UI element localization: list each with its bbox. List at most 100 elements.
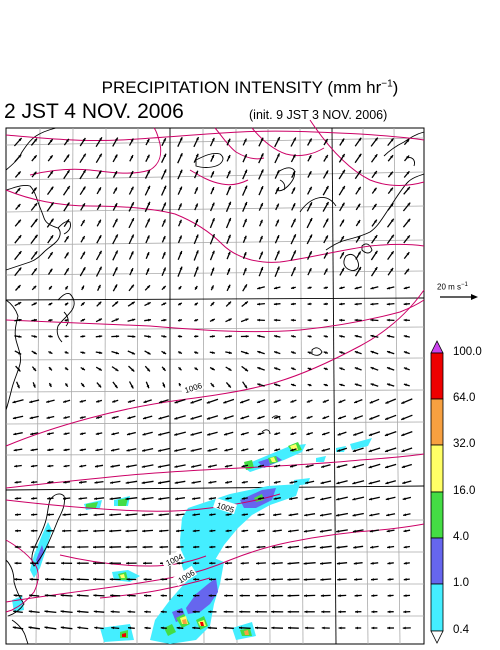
wind-arrow-head [336, 546, 340, 549]
wind-arrow-head [336, 497, 340, 501]
wind-arrow-head [126, 561, 130, 565]
wind-arrow-head [271, 626, 275, 630]
wind-arrow-head [66, 138, 69, 143]
wind-arrow-head [293, 218, 296, 222]
wind-arrow-head [304, 626, 308, 630]
wind-arrow-head [18, 267, 22, 271]
wind-arrow-head [370, 350, 374, 354]
wind-arrow-head [211, 302, 215, 306]
wind-arrow-head [354, 318, 358, 322]
wind-arrow-head [82, 186, 86, 190]
wind-arrow-head [223, 610, 227, 614]
wind-arrow-head [175, 513, 179, 517]
wind-arrow-head [77, 626, 81, 630]
wind-arrow-head [81, 383, 85, 387]
wind-arrow-head [369, 400, 373, 404]
wind-arrow-head [390, 187, 393, 191]
wind-arrow-head [63, 497, 66, 500]
wind-arrow-head [243, 252, 247, 256]
wind-arrow-head [60, 610, 64, 613]
wind-arrow-head [291, 335, 295, 338]
wind-arrow-head [307, 367, 311, 371]
wind-arrow-head [353, 416, 357, 420]
wind-arrow-head [179, 219, 182, 223]
wind-arrow-head [49, 302, 53, 306]
wind-arrow-head [374, 235, 378, 239]
wind-arrow-head [309, 202, 312, 206]
wind-arrow-head [50, 171, 53, 175]
wind-arrow-head [179, 266, 183, 270]
wind-arrow-head [257, 286, 261, 290]
wind-arrow-head [323, 383, 327, 387]
wind-arrow-head [401, 433, 405, 436]
wind-arrow-head [240, 432, 245, 436]
wind-arrow-head [14, 545, 18, 549]
wind-arrow-head [257, 367, 261, 370]
wind-arrow-head [277, 137, 280, 141]
colorbar-label: 100.0 [453, 346, 482, 358]
wind-arrow-head [83, 169, 86, 173]
wind-arrow-head [211, 202, 215, 206]
wind-arrow-head [244, 385, 247, 389]
wind-arrow-head [304, 594, 307, 598]
wind-arrow-head [179, 169, 183, 173]
wind-arrow-head [260, 219, 263, 223]
wind-arrow-head [370, 302, 374, 306]
wind-arrow-head [93, 561, 96, 565]
wind-arrow-head [158, 416, 162, 420]
wind-arrow-head [65, 335, 69, 338]
wind-arrow-head [303, 529, 307, 533]
wind-arrow-head [258, 464, 262, 468]
wind-arrow-head [163, 185, 167, 189]
wind-arrow-head [211, 137, 215, 142]
wind-arrow-head [260, 267, 264, 271]
wind-arrow-head [228, 186, 231, 190]
colorbar-label: 1.0 [453, 577, 469, 589]
wind-arrow-head [162, 252, 166, 256]
wind-arrow-head [130, 155, 133, 159]
wind-arrow-head [45, 561, 49, 565]
wind-arrow-head [111, 432, 115, 436]
wind-arrow-head [305, 481, 309, 484]
wind-arrow-head [211, 250, 215, 254]
wind-arrow-head [241, 497, 245, 500]
wind-arrow-head [374, 267, 378, 271]
wind-arrow-head [271, 610, 275, 614]
wind-arrow-head [160, 561, 163, 565]
wind-arrow-head [30, 561, 33, 565]
wind-arrow-head [341, 202, 345, 206]
wind-arrow-head [146, 385, 150, 389]
wind-arrow-head [131, 202, 134, 206]
wind-arrow-head [81, 302, 85, 306]
wind-arrow-head [209, 513, 213, 516]
wind-arrow-head [337, 449, 341, 452]
wind-arrow-head [63, 464, 67, 468]
wind-arrow-head [274, 448, 278, 452]
wind-arrow-head [320, 513, 324, 517]
wind-arrow-head [403, 610, 407, 614]
wind-arrow-head [368, 433, 373, 436]
wind-arrow-head [47, 448, 51, 452]
wind-arrow-head [131, 218, 134, 222]
wind-arrow-head [323, 335, 327, 338]
wind-arrow-head [163, 267, 166, 271]
wind-arrow-head [306, 399, 310, 403]
wind-scale-label: 20 m s−1 [437, 282, 468, 292]
wind-arrow-head [47, 464, 51, 468]
wind-arrow-head [290, 448, 294, 452]
wind-arrow-head [127, 400, 132, 403]
wind-arrow-head [307, 351, 311, 355]
wind-arrow-head [352, 513, 356, 517]
wind-arrow-head [94, 626, 98, 630]
wind-arrow-head [98, 170, 102, 174]
wind-arrow-head [46, 416, 50, 419]
wind-arrow-head [93, 577, 97, 581]
wind-arrow-head [79, 448, 83, 452]
wind-arrow-head [245, 335, 249, 338]
wind-arrow-head [18, 154, 22, 158]
wind-arrow-head [260, 137, 264, 141]
wind-arrow-head [125, 529, 129, 533]
wind-arrow-head [353, 433, 357, 436]
wind-arrow-head [354, 351, 358, 354]
wind-arrow-head [293, 250, 296, 254]
